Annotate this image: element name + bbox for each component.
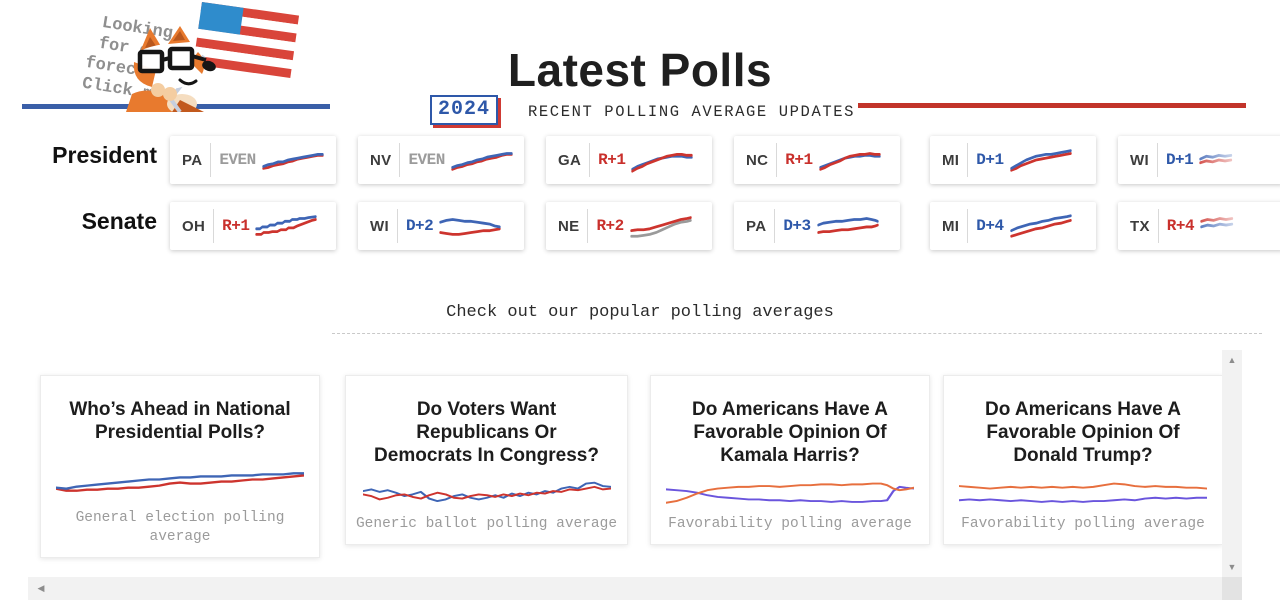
margin-divider xyxy=(774,209,776,243)
promo-card-chart xyxy=(959,482,1207,503)
row-label-senate: Senate xyxy=(81,208,157,234)
margin-divider xyxy=(589,143,591,177)
margin-sparkline xyxy=(1200,217,1234,229)
margin-sparkline xyxy=(451,152,513,171)
margin-sparkline xyxy=(262,153,324,170)
promos-divider xyxy=(332,333,1262,334)
promo-card-title: Do Voters Want Republicans Or Democrats … xyxy=(374,399,599,467)
promo-card-trump-favorability[interactable]: Do Americans Have A Favorable Opinion Of… xyxy=(943,375,1223,545)
promo-card-caption: Favorability polling average xyxy=(961,516,1205,533)
poll-average-card-president-ga[interactable]: GA R+1 xyxy=(546,136,712,184)
margin-divider xyxy=(1156,143,1158,177)
promos-heading: Check out our popular polling averages xyxy=(446,303,834,322)
promo-card-chart xyxy=(666,482,914,504)
promo-card-title: Who’s Ahead in National Presidential Pol… xyxy=(69,399,291,444)
margin-value: EVEN xyxy=(408,151,445,169)
state-abbreviation: MI xyxy=(942,151,960,169)
fox-mouth xyxy=(178,78,198,86)
fox-glasses xyxy=(137,49,165,74)
poll-average-card-senate-pa[interactable]: PA D+3 xyxy=(734,202,900,250)
margin-value: R+2 xyxy=(596,217,624,235)
horizontal-scrollbar[interactable]: ◀ ▶ xyxy=(28,577,1242,600)
margin-sparkline xyxy=(1199,153,1233,165)
poll-average-card-senate-mi[interactable]: MI D+4 xyxy=(930,202,1096,250)
margin-divider xyxy=(396,209,398,243)
american-flag-icon xyxy=(193,2,300,79)
fox-nose xyxy=(202,60,216,72)
scroll-left-arrow-icon[interactable]: ◀ xyxy=(37,583,45,593)
margin-sparkline xyxy=(818,152,881,171)
margin-value: D+1 xyxy=(976,151,1004,169)
margin-divider xyxy=(1157,209,1159,243)
promo-card-generic-ballot[interactable]: Do Voters Want Republicans Or Democrats … xyxy=(345,375,628,545)
row-label-president: President xyxy=(52,142,157,168)
state-abbreviation: MI xyxy=(942,217,960,235)
poll-average-card-president-nc[interactable]: NC R+1 xyxy=(734,136,900,184)
state-abbreviation: PA xyxy=(182,151,203,169)
fox-paw xyxy=(151,83,165,97)
poll-average-card-president-wi[interactable]: WI D+1 xyxy=(1118,136,1280,184)
margin-sparkline xyxy=(255,215,318,236)
margin-sparkline xyxy=(439,218,501,236)
margin-value: D+2 xyxy=(405,217,434,235)
poll-average-card-president-mi[interactable]: MI D+1 xyxy=(930,136,1096,184)
promo-card-title: Do Americans Have A Favorable Opinion Of… xyxy=(691,399,889,467)
poll-average-card-senate-oh[interactable]: OH R+1 xyxy=(170,202,336,250)
promo-card-national-presidential-polls[interactable]: Who’s Ahead in National Presidential Pol… xyxy=(40,375,320,558)
promo-card-caption: Generic ballot polling average xyxy=(355,516,618,533)
state-abbreviation: WI xyxy=(1130,151,1149,169)
margin-value: D+4 xyxy=(976,217,1004,235)
margin-divider xyxy=(399,143,401,177)
margin-divider xyxy=(213,209,215,243)
margin-value: R+1 xyxy=(785,151,813,169)
scroll-up-arrow-icon[interactable]: ▲ xyxy=(1227,355,1237,365)
margin-sparkline xyxy=(816,217,879,234)
margin-sparkline xyxy=(1009,214,1072,238)
header-subtitle: RECENT POLLING AVERAGE UPDATES xyxy=(528,103,856,121)
margin-divider xyxy=(967,143,969,177)
fox-paw xyxy=(163,87,177,101)
state-abbreviation: NV xyxy=(370,151,392,169)
margin-value: R+4 xyxy=(1166,217,1195,235)
margin-divider xyxy=(776,143,778,177)
margin-divider xyxy=(210,143,212,177)
promo-card-harris-favorability[interactable]: Do Americans Have A Favorable Opinion Of… xyxy=(650,375,930,545)
margin-divider xyxy=(967,209,969,243)
red-divider-line xyxy=(858,103,1246,108)
state-abbreviation: TX xyxy=(1130,217,1150,235)
poll-average-card-president-nv[interactable]: NV EVEN xyxy=(358,136,524,184)
margin-value: D+3 xyxy=(783,217,811,235)
margin-divider xyxy=(587,209,589,243)
promo-card-chart xyxy=(56,472,304,492)
poll-average-card-senate-ne[interactable]: NE R+2 xyxy=(546,202,712,250)
scrollbar-corner xyxy=(1222,577,1242,600)
margin-sparkline xyxy=(630,216,692,238)
margin-value: EVEN xyxy=(219,151,256,169)
scroll-down-arrow-icon[interactable]: ▼ xyxy=(1227,562,1237,572)
poll-average-card-president-pa[interactable]: PA EVEN xyxy=(170,136,336,184)
margin-value: D+1 xyxy=(1165,151,1194,169)
promo-card-chart xyxy=(362,481,611,502)
margin-sparkline xyxy=(1009,149,1072,172)
page-title: Latest Polls xyxy=(507,43,773,96)
year-badge[interactable]: 2024 xyxy=(430,95,498,125)
state-abbreviation: WI xyxy=(370,217,389,235)
promo-card-title: Do Americans Have A Favorable Opinion Of… xyxy=(984,399,1182,467)
state-abbreviation: NE xyxy=(558,217,580,235)
state-abbreviation: NC xyxy=(746,151,769,169)
state-abbreviation: PA xyxy=(746,217,767,235)
state-abbreviation: OH xyxy=(182,217,206,235)
poll-average-card-senate-wi[interactable]: WI D+2 xyxy=(358,202,524,250)
margin-sparkline xyxy=(631,153,694,173)
margin-value: R+1 xyxy=(222,217,250,235)
promo-card-caption: General election polling average xyxy=(75,510,285,546)
fivey-fox-mascot[interactable] xyxy=(118,0,318,112)
poll-average-card-senate-tx[interactable]: TX R+4 xyxy=(1118,202,1280,250)
state-abbreviation: GA xyxy=(558,151,582,169)
promo-card-caption: Favorability polling average xyxy=(668,516,912,533)
margin-value: R+1 xyxy=(598,151,626,169)
vertical-scrollbar[interactable]: ▲ ▼ xyxy=(1222,350,1242,577)
